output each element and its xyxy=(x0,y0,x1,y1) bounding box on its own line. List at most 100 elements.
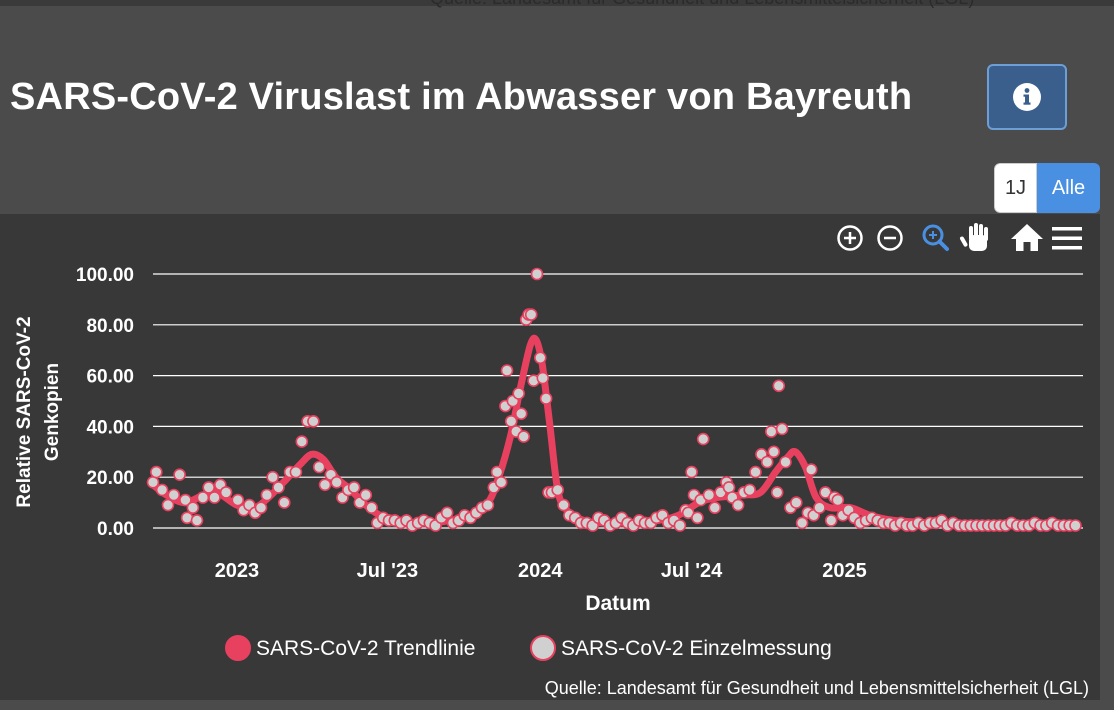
measurement-point[interactable] xyxy=(481,498,495,512)
measurement-point[interactable] xyxy=(764,425,778,438)
measurement-point[interactable] xyxy=(440,506,454,520)
measurement-point[interactable] xyxy=(146,475,160,489)
measurement-point[interactable] xyxy=(789,496,803,509)
measurement-point[interactable] xyxy=(365,501,378,515)
x-axis-ticks: 2023 Jul '23 2024 Jul '24 2025 xyxy=(215,560,867,582)
zoom-select-icon[interactable] xyxy=(922,224,949,251)
measurement-point[interactable] xyxy=(708,501,722,515)
measurement-point[interactable] xyxy=(530,267,544,281)
y-tick-label: 20.00 xyxy=(86,468,134,489)
measurement-point[interactable] xyxy=(186,501,200,515)
measurement-point[interactable] xyxy=(202,481,215,494)
source-credit: Quelle: Landesamt für Gesundheit und Leb… xyxy=(545,678,1089,698)
measurement-point[interactable] xyxy=(1069,519,1082,532)
measurement-point[interactable] xyxy=(673,519,687,532)
measurement-point[interactable] xyxy=(231,493,245,507)
measurement-point[interactable] xyxy=(307,415,320,428)
measurement-point[interactable] xyxy=(551,483,565,497)
info-button[interactable] xyxy=(987,64,1067,130)
x-tick-label: 2024 xyxy=(518,560,563,582)
top-band xyxy=(0,0,1114,6)
measurement-point[interactable] xyxy=(277,496,291,509)
y-tick-label: 100.00 xyxy=(76,265,134,286)
measurement-point[interactable] xyxy=(795,516,809,530)
page-title: SARS-CoV-2 Viruslast im Abwasser von Bay… xyxy=(10,76,913,118)
measurement-point[interactable] xyxy=(702,488,716,502)
legend-item-measurement[interactable]: SARS-CoV-2 Einzelmessung xyxy=(530,635,832,661)
measurement-point[interactable] xyxy=(190,514,204,527)
measurement-point[interactable] xyxy=(749,465,762,479)
measurement-point[interactable] xyxy=(685,465,698,479)
reset-home-icon[interactable] xyxy=(1011,224,1043,251)
y-axis-label-line1: Relative SARS-CoV-2 xyxy=(14,316,35,507)
measurement-point[interactable] xyxy=(517,430,531,443)
zoom-in-icon[interactable] xyxy=(837,225,863,251)
measurement-point[interactable] xyxy=(179,493,192,507)
measurement-point[interactable] xyxy=(772,379,786,393)
y-axis-ticks: 0.00 20.00 40.00 60.00 80.00 100.00 xyxy=(76,265,134,540)
measurement-point[interactable] xyxy=(824,514,838,527)
measurement-point[interactable] xyxy=(490,465,504,479)
pan-hand-icon[interactable] xyxy=(959,223,988,251)
y-axis-label-line2: Genkopien xyxy=(42,363,63,461)
measurement-point[interactable] xyxy=(289,465,303,479)
measurement-point[interactable] xyxy=(804,463,818,476)
measurement-point[interactable] xyxy=(295,435,309,448)
measurement-point[interactable] xyxy=(254,501,268,515)
measurement-point[interactable] xyxy=(260,488,274,502)
measurement-point[interactable] xyxy=(770,486,784,499)
menu-icon[interactable] xyxy=(1052,227,1082,250)
top-source-text: Quelle: Landesamt für Gesundheit und Leb… xyxy=(430,0,1100,9)
legend: SARS-CoV-2 Trendlinie SARS-CoV-2 Einzelm… xyxy=(225,635,832,661)
measurement-point[interactable] xyxy=(775,422,789,436)
measurement-point[interactable] xyxy=(533,351,547,365)
measurement-point[interactable] xyxy=(266,470,280,484)
measurement-point[interactable] xyxy=(167,488,181,502)
info-circle-icon xyxy=(1013,83,1041,111)
measurement-point[interactable] xyxy=(504,415,518,428)
measurement-point[interactable] xyxy=(150,465,163,479)
measurement-point[interactable] xyxy=(731,498,745,512)
measurement-point[interactable] xyxy=(173,468,186,482)
measurement-point[interactable] xyxy=(318,478,332,492)
range-alle-button[interactable]: Alle xyxy=(1037,163,1100,213)
chart-svg: 0.00 20.00 40.00 60.00 80.00 100.00 2023 Jul '… xyxy=(14,223,1089,698)
legend-label-measurement: SARS-CoV-2 Einzelmessung xyxy=(561,637,832,660)
measurement-point[interactable] xyxy=(539,392,553,405)
measurement-point[interactable] xyxy=(161,498,175,512)
range-1j-button[interactable]: 1J xyxy=(994,163,1037,213)
measurement-point[interactable] xyxy=(347,481,361,494)
measurement-point[interactable] xyxy=(512,387,526,400)
measurement-point[interactable] xyxy=(500,364,514,377)
x-axis-label: Datum xyxy=(585,592,650,615)
legend-item-trend[interactable]: SARS-CoV-2 Trendlinie xyxy=(225,635,475,661)
measurement-point[interactable] xyxy=(779,455,792,469)
x-tick-label: Jul '24 xyxy=(661,560,723,582)
measurement-point[interactable] xyxy=(155,483,169,497)
measurement-point[interactable] xyxy=(767,445,781,459)
zoom-out-icon[interactable] xyxy=(877,225,903,251)
measurement-point[interactable] xyxy=(272,481,285,494)
measurement-point[interactable] xyxy=(813,501,826,515)
measurement-point[interactable] xyxy=(831,493,845,507)
legend-label-trend: SARS-CoV-2 Trendlinie xyxy=(256,637,475,660)
x-tick-label: 2025 xyxy=(822,560,867,582)
measurement-point[interactable] xyxy=(514,407,528,420)
grid-lines xyxy=(153,273,1083,529)
measurement-point[interactable] xyxy=(696,432,710,446)
measurement-point[interactable] xyxy=(691,511,704,525)
chart-panel: 0.00 20.00 40.00 60.00 80.00 100.00 2023 Jul '… xyxy=(0,214,1100,700)
measurement-point[interactable] xyxy=(359,488,373,502)
measurement-point[interactable] xyxy=(219,486,233,499)
measurement-point[interactable] xyxy=(536,371,550,385)
measurement-point[interactable] xyxy=(557,498,570,512)
measurement-point[interactable] xyxy=(524,308,538,321)
measurement-point[interactable] xyxy=(330,475,344,489)
measurement-point[interactable] xyxy=(312,460,326,474)
measurement-point[interactable] xyxy=(196,491,210,504)
measurement-point[interactable] xyxy=(208,491,221,504)
measurement-point[interactable] xyxy=(743,483,757,497)
trend-line xyxy=(149,334,1079,530)
measurement-point[interactable] xyxy=(760,455,774,469)
measurement-point[interactable] xyxy=(494,475,508,489)
